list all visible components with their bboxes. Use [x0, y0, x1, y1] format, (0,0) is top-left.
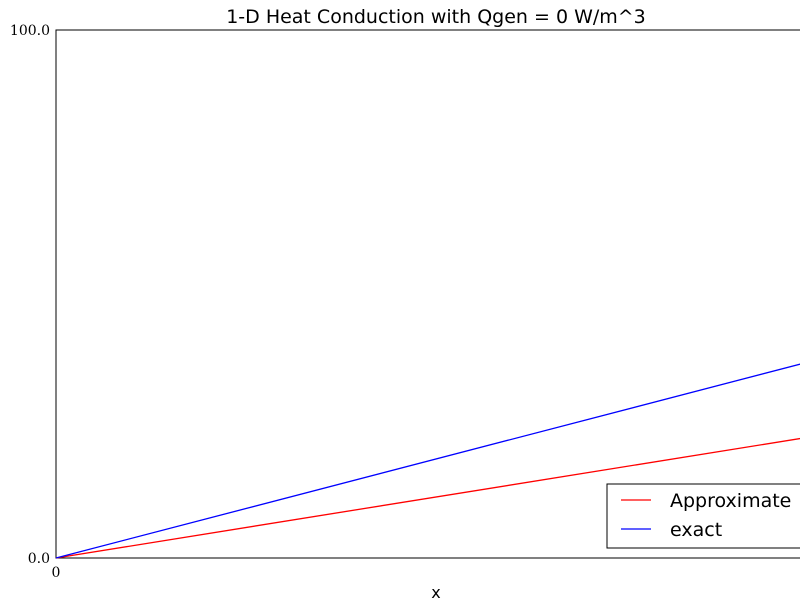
y-tick-label: 0.0: [28, 551, 50, 567]
y-tick-label: 100.0: [10, 23, 50, 39]
x-tick-label: 0: [52, 565, 61, 581]
series-layer: [55, 363, 800, 559]
x-axis: 0: [52, 552, 61, 581]
legend-label-exact: exact: [670, 519, 722, 541]
legend: Approximate exact: [606, 483, 800, 549]
plot-frame: [55, 29, 800, 559]
series-line-approximate: [55, 437, 800, 559]
chart-title: 1-D Heat Conduction with Qgen = 0 W/m^3: [226, 6, 646, 28]
y-axis: 0.0 100.0: [10, 23, 62, 567]
legend-label-approximate: Approximate: [670, 490, 791, 512]
x-axis-label: x: [431, 583, 440, 600]
legend-box: [606, 483, 800, 549]
series-line-exact: [55, 363, 800, 559]
